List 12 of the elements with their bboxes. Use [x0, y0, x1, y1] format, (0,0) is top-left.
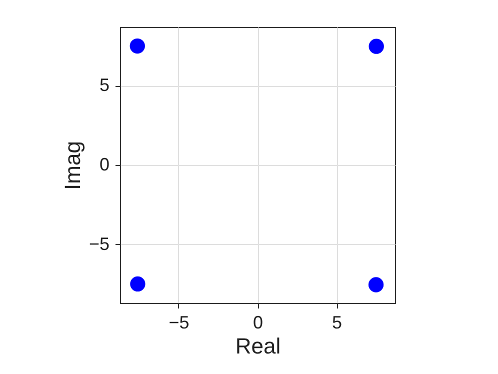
x-tick-label: 0	[252, 312, 264, 332]
point	[368, 277, 384, 292]
point	[368, 38, 384, 54]
y-tick-label: 5	[99, 75, 110, 96]
point	[130, 38, 145, 54]
x-tick-label: −5	[168, 312, 190, 332]
x-tick-label: 5	[332, 312, 342, 332]
y-tick-label: −5	[88, 234, 110, 254]
y-axis-title: Imag	[60, 141, 85, 190]
y-tick-label: 0	[99, 154, 110, 174]
point	[130, 276, 146, 292]
x-axis-title: Real	[235, 334, 281, 358]
